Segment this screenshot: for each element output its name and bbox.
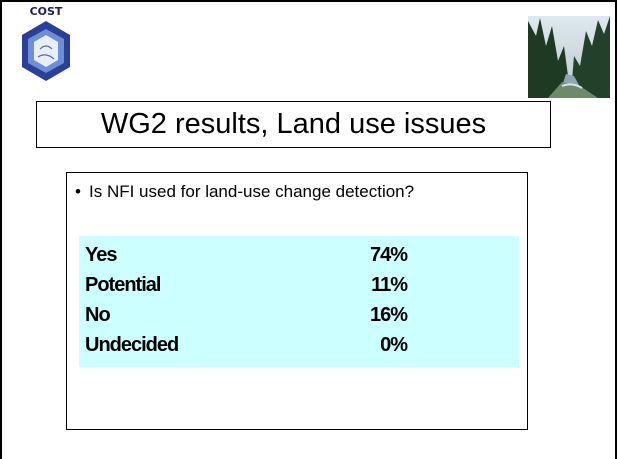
logo: COST	[18, 5, 74, 85]
row-label: Potential	[85, 274, 161, 296]
row-value: 0%	[380, 334, 408, 356]
row-value: 11%	[371, 274, 408, 296]
logo-text: COST	[29, 5, 63, 18]
table-row: Undecided 0%	[79, 330, 519, 360]
content-box: Is NFI used for land-use change detectio…	[66, 172, 528, 430]
forest-photo	[528, 16, 610, 98]
row-value: 16%	[369, 304, 408, 326]
row-label: Undecided	[85, 334, 179, 356]
row-value: 74%	[369, 244, 408, 266]
bullet-text: Is NFI used for land-use change detectio…	[75, 181, 529, 203]
logo-emblem	[22, 21, 70, 81]
table-row: Yes 74%	[79, 240, 519, 270]
row-label: Yes	[85, 244, 118, 266]
row-label: No	[85, 304, 111, 326]
result-table: Yes 74% Potential 11% No 16% Undecided 0%	[79, 236, 519, 367]
table-row: No 16%	[79, 300, 519, 330]
title: WG2 results, Land use issues	[36, 101, 551, 148]
table-row: Potential 11%	[79, 270, 519, 300]
